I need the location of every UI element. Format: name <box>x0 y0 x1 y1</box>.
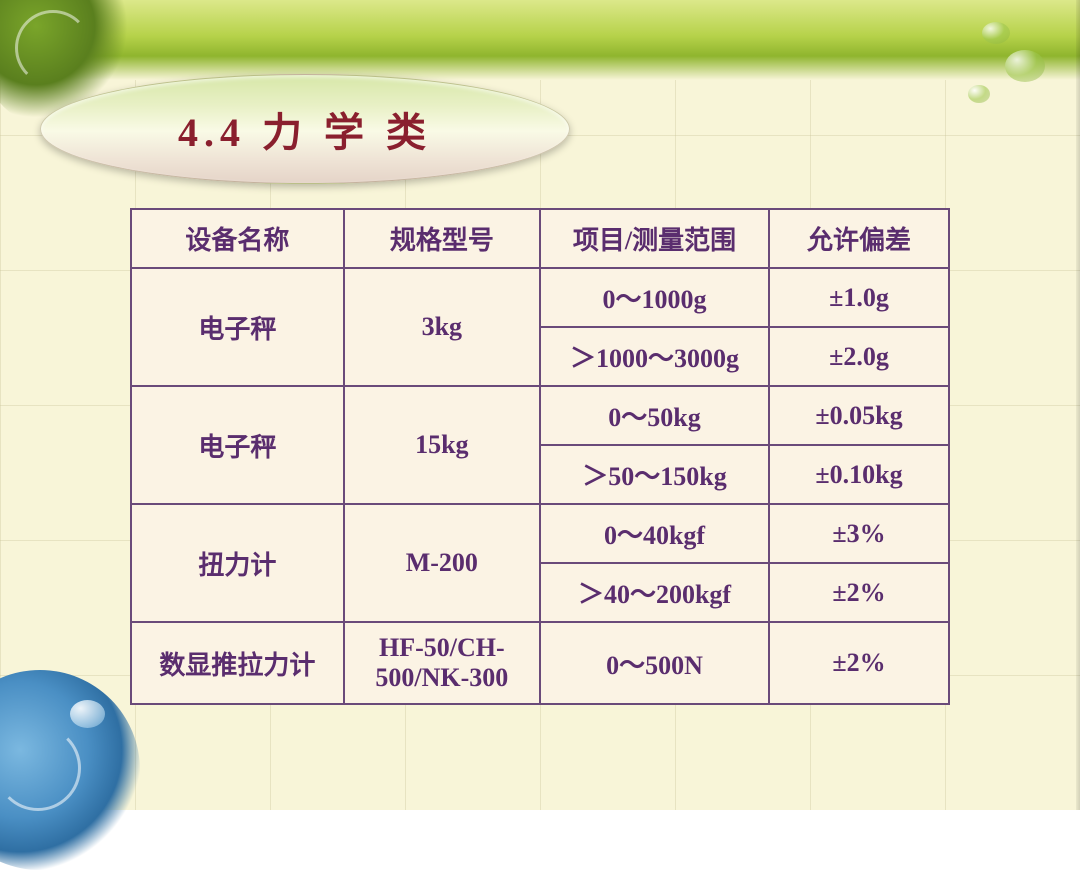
cell-model: HF-50/CH-500/NK-300 <box>344 622 540 704</box>
cell-tol: ±2.0g <box>769 327 949 386</box>
col-header-model: 规格型号 <box>344 209 540 268</box>
table-row: 数显推拉力计 HF-50/CH-500/NK-300 0～500N ±2% <box>131 622 949 704</box>
cell-range: 0～50kg <box>540 386 769 445</box>
cell-model: 15kg <box>344 386 540 504</box>
table-row: 电子秤 3kg 0～1000g ±1.0g <box>131 268 949 327</box>
cell-range: ＞40～200kgf <box>540 563 769 622</box>
top-gradient-band <box>0 0 1080 80</box>
cell-tol: ±0.10kg <box>769 445 949 504</box>
water-drop-icon <box>968 85 990 103</box>
water-drop-icon <box>1005 50 1045 82</box>
table-row: 电子秤 15kg 0～50kg ±0.05kg <box>131 386 949 445</box>
mechanics-table: 设备名称 规格型号 项目/测量范围 允许偏差 电子秤 3kg 0～1000g ±… <box>130 208 950 705</box>
slide-title: 4.4 力 学 类 <box>178 100 432 158</box>
cell-tol: ±2% <box>769 563 949 622</box>
data-table-container: 设备名称 规格型号 项目/测量范围 允许偏差 电子秤 3kg 0～1000g ±… <box>130 208 950 705</box>
cell-tol: ±3% <box>769 504 949 563</box>
cell-name: 数显推拉力计 <box>131 622 344 704</box>
col-header-name: 设备名称 <box>131 209 344 268</box>
cell-range: 0～1000g <box>540 268 769 327</box>
cell-range: 0～500N <box>540 622 769 704</box>
water-drop-icon <box>982 22 1010 44</box>
cell-range: 0～40kgf <box>540 504 769 563</box>
col-header-tolerance: 允许偏差 <box>769 209 949 268</box>
cell-tol: ±0.05kg <box>769 386 949 445</box>
cell-range: ＞1000～3000g <box>540 327 769 386</box>
cell-name: 扭力计 <box>131 504 344 622</box>
cell-model: M-200 <box>344 504 540 622</box>
cell-tol: ±2% <box>769 622 949 704</box>
cell-tol: ±1.0g <box>769 268 949 327</box>
table-row: 扭力计 M-200 0～40kgf ±3% <box>131 504 949 563</box>
table-header-row: 设备名称 规格型号 项目/测量范围 允许偏差 <box>131 209 949 268</box>
cell-name: 电子秤 <box>131 268 344 386</box>
cell-range: ＞50～150kg <box>540 445 769 504</box>
right-edge-shadow <box>1076 0 1080 810</box>
col-header-range: 项目/测量范围 <box>540 209 769 268</box>
title-ellipse: 4.4 力 学 类 <box>40 74 570 184</box>
cell-name: 电子秤 <box>131 386 344 504</box>
cell-model: 3kg <box>344 268 540 386</box>
